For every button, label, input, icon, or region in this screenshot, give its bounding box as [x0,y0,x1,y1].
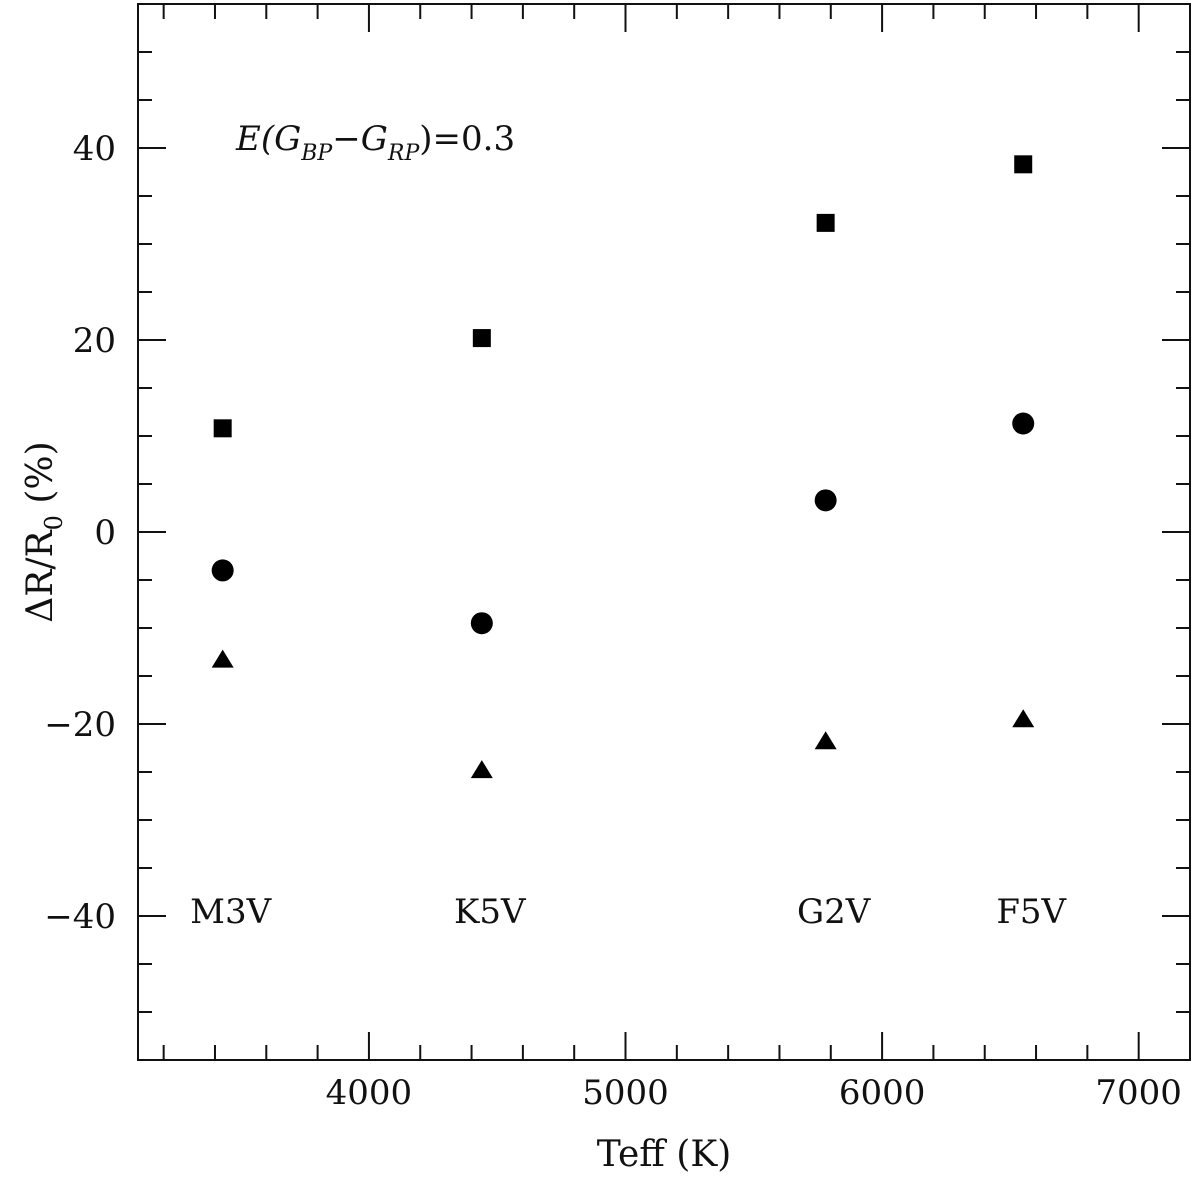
x-tick-label: 7000 [1095,1073,1182,1113]
y-axis-title-subscript: 0 [40,515,68,530]
y-axis-title: ΔR/R0 (%) [20,441,68,622]
circle-marker [470,612,493,635]
spectral-type-label: F5V [996,892,1067,932]
spectral-type-labels: M3V K5V G2V F5V [190,892,1067,932]
data-markers [211,155,1035,779]
triangle-marker [211,649,234,668]
y-tick-labels: −40 −20 0 20 40 [44,129,116,937]
y-axis-title-prefix: ΔR/R [20,529,61,622]
y-tick-label: 40 [73,129,116,169]
x-axis-ticks [162,4,1140,1060]
annotation-rp-subscript: RP [387,141,421,166]
x-tick-label: 6000 [839,1073,926,1113]
triangle-marker [814,731,837,750]
x-axis-title: Teff (K) [597,1134,732,1175]
y-axis-ticks [138,51,1190,1013]
triangle-marker [470,760,493,779]
y-tick-label: 20 [73,321,116,361]
square-marker [213,419,232,438]
y-tick-label: 0 [94,513,116,553]
circle-marker [1012,412,1035,435]
annotation-close: )=0.3 [419,119,515,159]
reddening-annotation: E(GBP−GRP)=0.3 [235,119,515,166]
x-tick-label: 4000 [326,1073,413,1113]
circle-marker [211,559,234,582]
circle-marker [814,489,837,512]
y-tick-label: −20 [44,705,116,745]
annotation-minus: −G [332,119,388,159]
spectral-type-label: M3V [190,892,272,932]
x-tick-label: 5000 [582,1073,669,1113]
triangle-marker [1012,709,1035,728]
y-tick-label: −40 [44,897,116,937]
y-axis-title-suffix: (%) [20,441,61,515]
x-tick-labels: 4000 5000 6000 7000 [326,1073,1182,1113]
square-marker [816,213,835,232]
square-marker [472,329,491,348]
annotation-e-open: E(G [235,119,301,159]
spectral-type-label: G2V [797,892,872,932]
square-marker [1014,155,1033,174]
annotation-bp-subscript: BP [300,141,333,166]
spectral-type-label: K5V [454,892,527,932]
